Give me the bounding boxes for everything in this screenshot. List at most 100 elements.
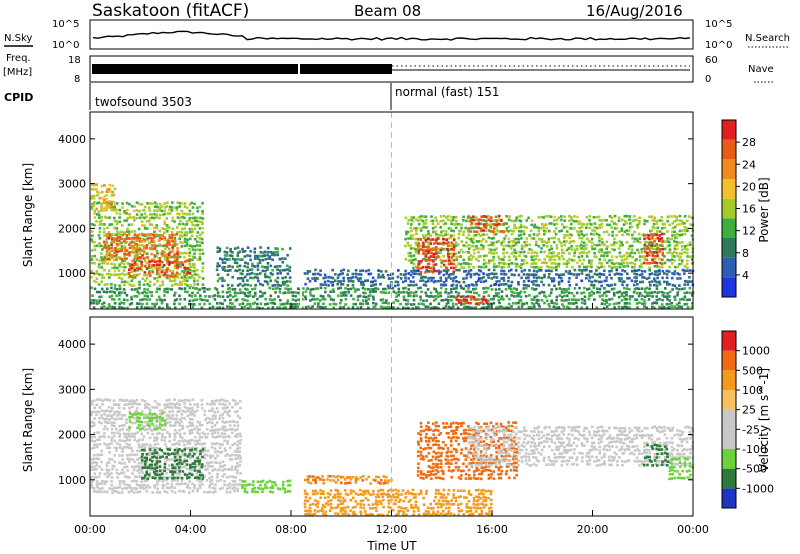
heatmap-cell — [188, 227, 192, 231]
heatmap-cell — [95, 445, 99, 449]
heatmap-cell — [186, 425, 189, 429]
heatmap-cell — [256, 273, 259, 276]
heatmap-cell — [170, 406, 174, 409]
heatmap-cell — [455, 284, 458, 287]
heatmap-cell — [568, 252, 571, 255]
heatmap-cell — [294, 305, 297, 309]
heatmap-cell — [510, 290, 513, 294]
heatmap-cell — [482, 237, 485, 241]
heatmap-cell — [686, 283, 690, 286]
heatmap-cell — [228, 467, 232, 471]
heatmap-cell — [690, 280, 694, 283]
heatmap-cell — [615, 255, 618, 259]
heatmap-cell — [168, 448, 172, 452]
heatmap-cell — [635, 237, 638, 241]
heatmap-cell — [221, 435, 225, 439]
heatmap-cell — [477, 298, 480, 301]
heatmap-cell — [518, 299, 521, 302]
heatmap-cell — [97, 210, 101, 213]
heatmap-cell — [126, 216, 129, 220]
heatmap-cell — [407, 291, 410, 295]
heatmap-cell — [96, 190, 99, 194]
heatmap-cell — [513, 226, 516, 230]
heatmap-cell — [155, 255, 158, 258]
heatmap-cell — [127, 271, 131, 275]
heatmap-cell — [686, 306, 690, 309]
heatmap-cell — [424, 238, 428, 242]
heatmap-cell — [228, 424, 232, 427]
heatmap-cell — [193, 414, 196, 417]
heatmap-cell — [482, 280, 486, 283]
heatmap-cell — [459, 248, 463, 252]
heatmap-cell — [191, 286, 195, 290]
heatmap-cell — [246, 288, 249, 291]
heatmap-cell — [206, 464, 210, 467]
heatmap-cell — [254, 291, 257, 295]
heatmap-cell — [452, 262, 456, 266]
heatmap-cell — [419, 273, 422, 276]
heatmap-cell — [685, 226, 689, 230]
heatmap-cell — [434, 225, 438, 229]
heatmap-cell — [163, 298, 166, 302]
heatmap-cell — [131, 458, 134, 461]
heatmap-cell — [186, 442, 190, 445]
heatmap-cell — [539, 269, 543, 272]
heatmap-cell — [96, 290, 99, 294]
heatmap-cell — [339, 269, 343, 273]
heatmap-cell — [663, 226, 667, 230]
heatmap-cell — [675, 236, 679, 240]
heatmap-cell — [211, 454, 215, 458]
heatmap-cell — [90, 183, 94, 186]
heatmap-cell — [133, 263, 136, 266]
heatmap-cell — [635, 279, 638, 283]
heatmap-cell — [161, 260, 164, 264]
heatmap-cell — [434, 240, 438, 243]
heatmap-cell — [507, 237, 510, 240]
heatmap-cell — [437, 237, 440, 240]
heatmap-cell — [507, 284, 510, 288]
heatmap-cell — [497, 305, 501, 309]
heatmap-cell — [660, 306, 664, 309]
heatmap-cell — [636, 248, 639, 252]
heatmap-cell — [512, 254, 516, 258]
heatmap-cell — [357, 279, 361, 283]
heatmap-cell — [133, 479, 136, 483]
heatmap-cell — [539, 250, 543, 254]
heatmap-cell — [504, 287, 508, 291]
heatmap-cell — [117, 406, 121, 410]
heatmap-cell — [193, 486, 196, 490]
heatmap-cell — [351, 306, 355, 309]
heatmap-cell — [115, 417, 119, 421]
heatmap-cell — [188, 432, 192, 435]
heatmap-cell — [596, 291, 599, 294]
heatmap-cell — [412, 284, 415, 287]
heatmap-cell — [98, 487, 101, 491]
heatmap-cell — [643, 233, 646, 237]
heatmap-cell — [144, 264, 147, 268]
heatmap-cell — [115, 220, 118, 223]
heatmap-cell — [673, 244, 677, 247]
heatmap-cell — [98, 273, 101, 276]
heatmap-cell — [163, 254, 166, 257]
heatmap-cell — [271, 258, 274, 262]
heatmap-cell — [391, 287, 395, 290]
heatmap-cell — [351, 283, 355, 287]
heatmap-cell — [98, 406, 102, 409]
heatmap-cell — [188, 271, 192, 275]
heatmap-cell — [352, 286, 355, 290]
heatmap-cell — [542, 283, 545, 287]
heatmap-cell — [668, 302, 671, 306]
heatmap-cell — [210, 400, 214, 403]
heatmap-cell — [522, 225, 526, 229]
heatmap-cell — [407, 259, 411, 262]
heatmap-cell — [454, 275, 458, 279]
heatmap-cell — [590, 245, 594, 248]
heatmap-cell — [666, 240, 669, 243]
heatmap-cell — [306, 287, 309, 290]
heatmap-cell — [308, 280, 312, 283]
heatmap-cell — [168, 432, 171, 436]
heatmap-cell — [118, 305, 121, 309]
heatmap-cell — [148, 247, 152, 250]
heatmap-cell — [115, 242, 119, 246]
heatmap-cell — [158, 432, 161, 435]
